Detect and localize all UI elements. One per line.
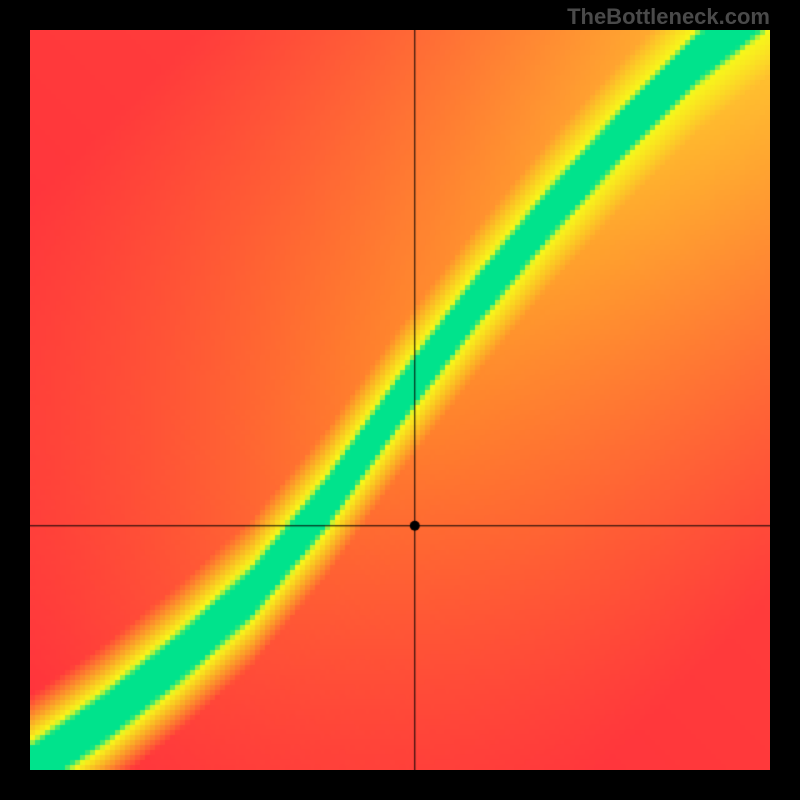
watermark-text: TheBottleneck.com [567,4,770,30]
chart-container: TheBottleneck.com [0,0,800,800]
bottleneck-heatmap [30,30,770,770]
